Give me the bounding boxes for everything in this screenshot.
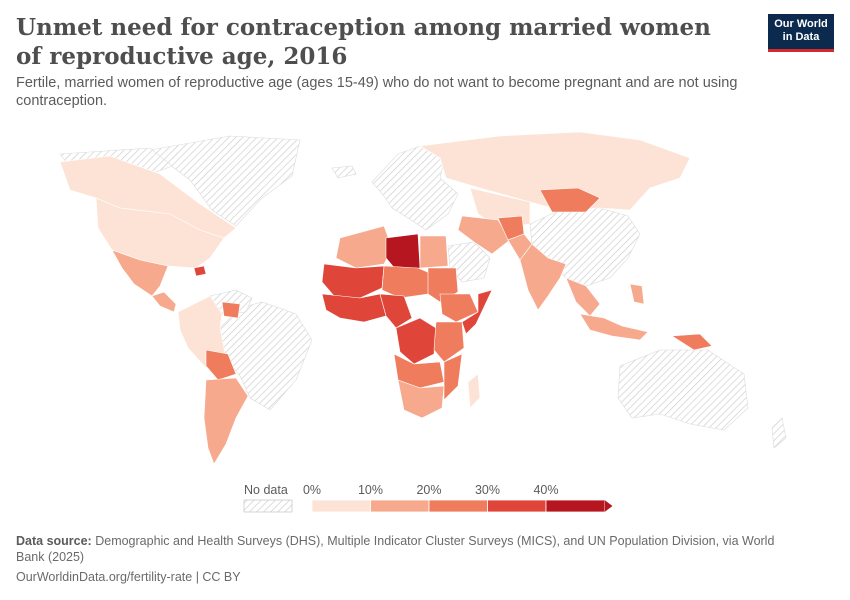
map-region-somalia[interactable] bbox=[461, 289, 493, 335]
source-url[interactable]: OurWorldinData.org/fertility-rate | CC B… bbox=[16, 570, 241, 584]
map-region-papua-new-guinea[interactable] bbox=[671, 333, 713, 351]
map-region-west-africa[interactable] bbox=[321, 293, 387, 323]
map-region-guyana[interactable] bbox=[221, 301, 241, 319]
map-region-indonesia[interactable] bbox=[579, 313, 649, 341]
map-region-egypt[interactable] bbox=[419, 235, 449, 269]
legend-tick-3: 30% bbox=[474, 483, 501, 497]
map-region-mauritania-mali[interactable] bbox=[321, 263, 385, 299]
map-region-ethiopia[interactable] bbox=[439, 293, 479, 323]
map-region-united-states[interactable] bbox=[95, 197, 225, 269]
map-region-philippines[interactable] bbox=[629, 283, 645, 305]
map-region-libya[interactable] bbox=[385, 233, 421, 271]
map-region-iceland[interactable] bbox=[331, 165, 357, 179]
map-region-bolivia[interactable] bbox=[205, 349, 237, 381]
map-region-nigeria-cameroon[interactable] bbox=[379, 293, 413, 329]
map-region-new-zealand[interactable] bbox=[771, 417, 787, 449]
map-region-kenya-tanzania[interactable] bbox=[433, 321, 465, 363]
chart-title: Unmet need for contraception among marri… bbox=[16, 14, 711, 70]
legend-no-data-swatch bbox=[243, 499, 293, 513]
data-source-note: Data source: Demographic and Health Surv… bbox=[16, 533, 806, 565]
legend-bin-4[interactable] bbox=[545, 499, 605, 513]
legend-bin-3[interactable] bbox=[487, 499, 547, 513]
map-region-drc[interactable] bbox=[395, 317, 437, 365]
map-region-india[interactable] bbox=[519, 243, 567, 311]
map-region-algeria-maghreb[interactable] bbox=[335, 225, 393, 269]
legend-tick-0: 0% bbox=[302, 483, 322, 497]
map-region-russia[interactable] bbox=[419, 131, 691, 211]
map-region-se-asia[interactable] bbox=[565, 277, 601, 317]
owid-logo[interactable]: Our World in Data bbox=[768, 14, 834, 52]
map-region-madagascar[interactable] bbox=[467, 373, 481, 409]
legend-color-scale bbox=[243, 499, 613, 513]
legend-bin-2[interactable] bbox=[428, 499, 488, 513]
legend-tick-4: 40% bbox=[533, 483, 559, 497]
logo-line-1: Our World bbox=[774, 18, 828, 30]
chart-subtitle: Fertile, married women of reproductive a… bbox=[16, 75, 738, 109]
map-region-central-america[interactable] bbox=[151, 291, 177, 313]
map-region-mongolia[interactable] bbox=[539, 187, 601, 213]
world-map[interactable] bbox=[0, 118, 850, 473]
map-region-argentina-chile[interactable] bbox=[203, 377, 249, 465]
legend-bin-0[interactable] bbox=[311, 499, 371, 513]
map-region-mexico[interactable] bbox=[111, 249, 169, 297]
map-region-europe[interactable] bbox=[371, 145, 459, 231]
legend-open-end-arrow bbox=[604, 500, 613, 512]
data-source-text: Demographic and Health Surveys (DHS), Mu… bbox=[16, 534, 775, 564]
legend-no-data-label: No data bbox=[244, 483, 288, 497]
map-region-greenland[interactable] bbox=[149, 135, 301, 227]
logo-line-2: in Data bbox=[782, 31, 820, 43]
map-legend: No data 0% 10% 20% 30% 40% bbox=[0, 478, 850, 518]
map-region-southern-africa[interactable] bbox=[397, 379, 445, 419]
legend-tick-1: 10% bbox=[357, 483, 384, 497]
legend-tick-2: 20% bbox=[416, 483, 442, 497]
map-region-iran-middle-east[interactable] bbox=[457, 215, 511, 255]
map-region-mozambique[interactable] bbox=[443, 353, 463, 401]
map-region-haiti[interactable] bbox=[193, 265, 207, 277]
legend-bin-1[interactable] bbox=[370, 499, 430, 513]
map-region-australia[interactable] bbox=[617, 349, 749, 431]
map-region-niger-chad[interactable] bbox=[381, 265, 433, 299]
data-source-label: Data source: bbox=[16, 534, 92, 548]
